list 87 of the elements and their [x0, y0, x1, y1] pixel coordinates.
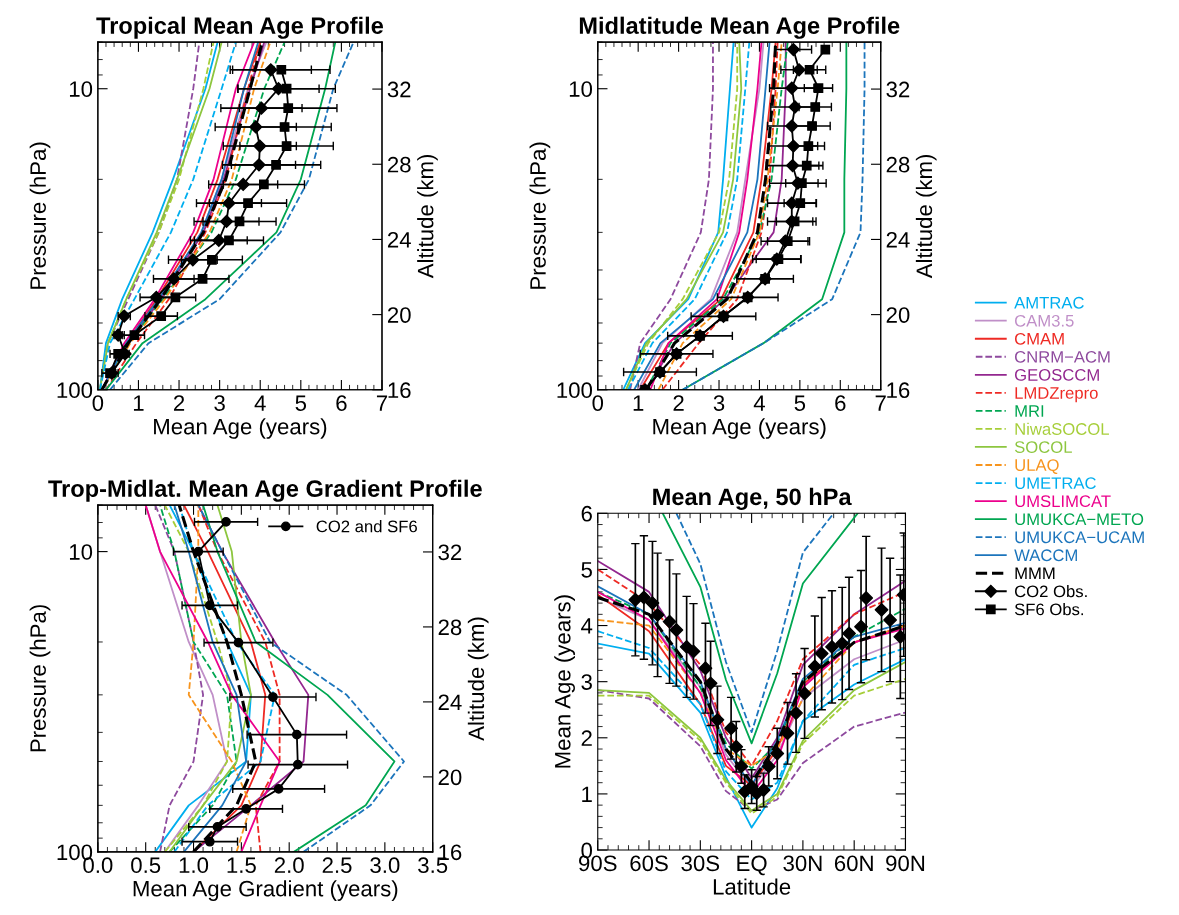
x-tick-label: 3: [214, 395, 225, 411]
x-tick-label: 3.0: [370, 857, 400, 874]
x-tick-label: 4: [753, 395, 765, 411]
chart-title: Midlatitude Mean Age Profile: [579, 16, 900, 39]
legend-label: UMUKCA−UCAM: [1015, 531, 1144, 544]
legend-label: UMETRAC: [1015, 477, 1096, 490]
x-tick-label: 6: [835, 395, 846, 411]
chart-title: Trop-Midlat. Mean Age Gradient Profile: [48, 479, 482, 502]
legend-label: NiwaSOCOL: [1015, 422, 1109, 435]
y2-tick-label: 16: [388, 382, 411, 399]
x-tick-label: 2.5: [322, 857, 352, 874]
y-tick-label: 10: [69, 544, 93, 560]
x-tick-label: 1.5: [227, 857, 256, 874]
y-tick-label: 10: [569, 81, 593, 97]
x-axis-title: Mean Age (years): [154, 418, 327, 439]
y2-tick-label: 28: [387, 156, 411, 173]
x-tick-label: 1.0: [179, 857, 209, 874]
x-tick-label: 5: [295, 395, 307, 411]
y2-tick-label: 32: [886, 81, 910, 98]
legend-label: MMM: [1015, 567, 1055, 580]
x-tick-label: 2: [673, 395, 684, 411]
x-tick-label: 2.0: [274, 857, 304, 874]
y2-tick-label: 32: [438, 544, 462, 561]
legend-label: LMDZrepro: [1015, 387, 1098, 403]
legend-label: MRI: [1015, 405, 1044, 417]
legend-label: SOCOL: [1014, 441, 1072, 453]
x-tick-label: 7: [875, 395, 886, 411]
x-tick-label: 30S: [681, 855, 720, 872]
x-tick-label: 5: [794, 395, 806, 411]
x-tick-label: 60S: [630, 855, 668, 872]
legend-label: WACCM: [1014, 549, 1077, 562]
y-tick-label: 4: [581, 618, 593, 634]
legend-label: CO2 Obs.: [1014, 585, 1087, 598]
x-tick-label: 3: [713, 395, 725, 411]
y-tick-label: 100: [557, 382, 593, 399]
x-tick-label: 0: [92, 395, 104, 411]
x-tick-label: 2: [173, 395, 185, 411]
y-tick-label: 3: [581, 674, 592, 690]
legend-label: CMAM: [1014, 332, 1064, 345]
x-tick-label: 6: [336, 395, 347, 411]
y2-tick-label: 16: [887, 382, 910, 399]
y2-axis-title: Altitude (km): [467, 617, 489, 741]
x-tick-label: 0.5: [131, 857, 161, 874]
x-tick-label: 60N: [834, 855, 873, 872]
x-tick-label: 90N: [886, 855, 925, 872]
legend-label: UMUKCA−METO: [1015, 513, 1144, 526]
legend-label: CNRM−ACM: [1014, 350, 1110, 363]
y-tick-label: 5: [581, 562, 592, 578]
x-tick-label: 7: [376, 395, 388, 411]
y2-tick-label: 20: [387, 307, 411, 323]
legend-label: UMSLIMCAT: [1015, 495, 1111, 508]
x-tick-label: 30N: [783, 855, 822, 872]
chart-title: Tropical Mean Age Profile: [96, 16, 384, 39]
y2-tick-label: 24: [387, 231, 411, 248]
y-tick-label: 100: [57, 382, 93, 399]
y2-tick-label: 28: [438, 619, 462, 636]
y2-axis-title: Altitude (km): [417, 154, 438, 279]
legend-label: ULAQ: [1015, 459, 1059, 474]
y-tick-label: 6: [581, 505, 592, 522]
y2-tick-label: 24: [886, 231, 910, 248]
legend-label: AMTRAC: [1014, 296, 1084, 309]
x-tick-label: 1: [633, 395, 644, 411]
x-tick-label: 4: [254, 395, 266, 411]
x-axis-title: Mean Age Gradient (years): [133, 880, 398, 901]
x-axis-title: Latitude: [713, 878, 791, 895]
y-axis-title: Pressure (hPa): [29, 142, 51, 289]
x-tick-label: 1: [133, 395, 144, 411]
y-axis-title: Pressure (hPa): [529, 142, 551, 289]
y-axis-title: Mean Age (years): [554, 595, 575, 768]
legend-label: CO2 and SF6: [316, 520, 417, 533]
y-axis-title: Pressure (hPa): [29, 605, 51, 752]
y-tick-label: 1: [582, 786, 592, 802]
y-tick-label: 10: [69, 81, 93, 97]
x-tick-label: EQ: [737, 855, 767, 876]
chart-title: Mean Age, 50 hPa: [653, 487, 852, 510]
y2-tick-label: 20: [886, 307, 910, 323]
y-tick-label: 2: [581, 730, 592, 746]
y2-axis-title: Altitude (km): [915, 154, 937, 279]
y2-tick-label: 20: [438, 769, 462, 786]
y2-tick-label: 32: [387, 81, 411, 98]
legend-label: GEOSCCM: [1014, 369, 1099, 381]
y2-tick-label: 24: [438, 694, 462, 710]
x-tick-label: 0: [592, 395, 604, 411]
legend-label: SF6 Obs.: [1014, 603, 1084, 616]
y2-tick-label: 28: [886, 156, 910, 173]
x-axis-title: Mean Age (years): [653, 418, 826, 439]
legend-label: CAM3.5: [1014, 314, 1074, 327]
